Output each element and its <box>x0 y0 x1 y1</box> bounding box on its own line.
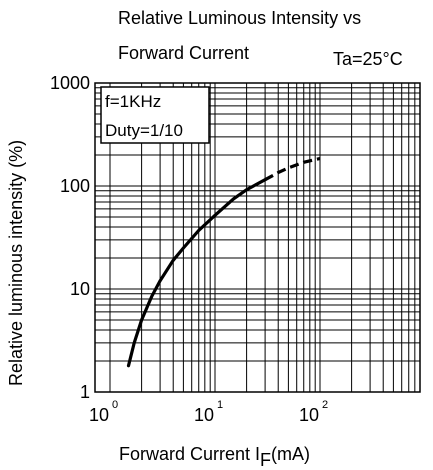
annotation-box <box>100 86 210 144</box>
condition-label: Ta=25°C <box>333 49 403 69</box>
x-axis-label: Forward Current IF(mA) <box>119 444 310 470</box>
series-line-dashed <box>264 156 321 182</box>
annotation-frequency: f=1KHz <box>105 92 161 111</box>
chart-title-line2: Forward Current <box>118 43 249 63</box>
x-axis-label-main: Forward Current I <box>119 444 260 464</box>
x-tick-exponent: 1 <box>217 399 223 411</box>
x-axis-label-subscript: F <box>260 450 271 470</box>
y-tick-labels: 1 10 100 1000 <box>50 73 90 402</box>
annotation-duty: Duty=1/10 <box>105 121 183 140</box>
y-tick-label: 10 <box>70 279 90 299</box>
y-tick-label: 1000 <box>50 73 90 93</box>
y-axis-label: Relative luminous intensity (%) <box>6 140 26 386</box>
y-tick-label: 1 <box>80 382 90 402</box>
x-tick-exponent: 2 <box>322 399 328 411</box>
series-line-solid <box>126 178 267 368</box>
y-tick-label: 100 <box>60 176 90 196</box>
x-tick-label: 10 <box>299 405 319 425</box>
x-tick-label: 10 <box>194 405 214 425</box>
x-axis-label-unit: (mA) <box>271 444 310 464</box>
x-tick-label: 10 <box>89 405 109 425</box>
chart-title-line1: Relative Luminous Intensity vs <box>118 8 361 28</box>
plot-frame <box>94 82 421 393</box>
series-layer <box>126 156 321 368</box>
x-tick-exponent: 0 <box>112 399 118 411</box>
x-tick-labels: 10 0 10 1 10 2 <box>89 399 328 425</box>
